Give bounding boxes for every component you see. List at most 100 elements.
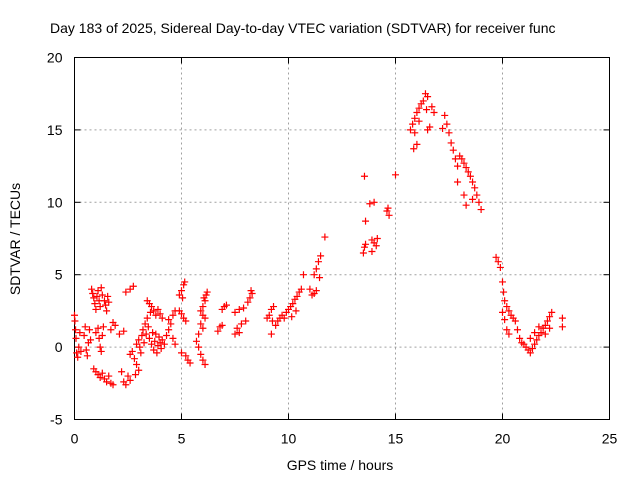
data-point-marker — [411, 129, 419, 137]
data-point-marker — [143, 314, 151, 322]
data-points — [71, 90, 566, 389]
data-point-marker — [366, 200, 374, 208]
data-point-marker — [149, 329, 157, 337]
y-tick-label: 5 — [55, 267, 63, 283]
data-point-marker — [409, 120, 417, 128]
data-point-marker — [153, 349, 161, 357]
data-point-marker — [385, 211, 393, 219]
data-point-marker — [546, 324, 554, 332]
data-point-marker — [533, 336, 541, 344]
data-point-marker — [118, 368, 126, 376]
data-point-marker — [460, 159, 468, 167]
data-point-marker — [288, 313, 296, 321]
data-point-marker — [546, 313, 554, 321]
data-point-marker — [513, 326, 521, 334]
data-point-marker — [178, 310, 185, 318]
data-point-marker — [272, 321, 280, 329]
data-point-marker — [82, 346, 90, 354]
data-point-marker — [410, 145, 418, 153]
data-point-marker — [77, 347, 85, 355]
data-point-marker — [439, 124, 447, 132]
data-point-marker — [145, 334, 153, 342]
data-point-marker — [297, 285, 305, 293]
data-point-marker — [535, 323, 543, 331]
data-point-marker — [97, 284, 105, 292]
data-point-marker — [428, 103, 436, 111]
x-tick-label: 10 — [281, 431, 297, 447]
data-point-marker — [165, 326, 173, 334]
data-point-marker — [90, 294, 98, 302]
data-point-marker — [91, 300, 99, 308]
data-point-marker — [156, 310, 164, 318]
data-point-marker — [201, 360, 209, 368]
data-point-marker — [415, 117, 423, 125]
data-point-marker — [501, 297, 509, 305]
data-point-marker — [464, 168, 472, 176]
data-point-marker — [231, 308, 239, 316]
data-point-marker — [526, 349, 534, 357]
data-point-marker — [492, 253, 500, 261]
data-point-marker — [505, 307, 513, 315]
data-point-marker — [88, 285, 96, 293]
data-point-marker — [135, 366, 143, 374]
data-point-marker — [165, 316, 173, 324]
data-point-marker — [413, 109, 421, 117]
data-point-marker — [163, 332, 171, 340]
data-point-marker — [441, 111, 449, 119]
data-point-marker — [541, 321, 549, 329]
data-point-marker — [105, 298, 113, 306]
x-tick-label: 20 — [495, 431, 511, 447]
data-point-marker — [469, 178, 477, 186]
data-point-marker — [179, 294, 187, 302]
data-point-marker — [451, 155, 459, 163]
data-point-marker — [140, 339, 148, 347]
data-point-marker — [158, 314, 166, 322]
data-point-marker — [133, 360, 141, 368]
data-point-marker — [494, 258, 502, 266]
data-point-marker — [144, 323, 152, 331]
data-point-marker — [197, 307, 205, 315]
data-point-marker — [96, 374, 104, 382]
data-point-marker — [96, 303, 104, 311]
data-point-marker — [543, 317, 551, 325]
data-point-marker — [126, 376, 134, 384]
data-point-marker — [157, 345, 165, 353]
data-point-marker — [419, 97, 427, 105]
data-point-marker — [186, 359, 194, 367]
data-point-marker — [413, 140, 421, 148]
data-point-marker — [312, 287, 320, 295]
data-point-marker — [235, 305, 243, 313]
y-tick-label: 0 — [55, 339, 63, 355]
data-point-marker — [99, 323, 107, 331]
data-point-marker — [240, 304, 248, 312]
data-point-marker — [89, 290, 97, 298]
data-point-marker — [406, 126, 414, 134]
data-point-marker — [83, 352, 91, 360]
data-point-marker — [178, 287, 185, 295]
data-point-marker — [195, 330, 203, 338]
data-point-marker — [424, 93, 432, 101]
y-tick-label: 20 — [47, 50, 63, 66]
data-point-marker — [462, 201, 470, 209]
data-point-marker — [199, 303, 207, 311]
data-point-marker — [424, 126, 432, 134]
y-tick-label: 10 — [47, 194, 63, 210]
data-point-marker — [314, 258, 322, 266]
data-point-marker — [120, 327, 128, 335]
plot-frame — [74, 57, 610, 420]
data-point-marker — [152, 311, 160, 319]
data-point-marker — [237, 320, 245, 328]
data-point-marker — [447, 139, 455, 147]
data-point-marker — [292, 307, 300, 315]
data-point-marker — [178, 349, 185, 357]
data-point-marker — [392, 171, 399, 179]
data-point-marker — [359, 249, 367, 257]
chart-title: Day 183 of 2025, Sidereal Day-to-day VTE… — [50, 20, 556, 36]
data-point-marker — [214, 327, 222, 335]
data-point-marker — [100, 297, 108, 305]
data-point-marker — [499, 278, 506, 286]
data-point-marker — [85, 326, 93, 334]
data-point-marker — [201, 314, 209, 322]
data-point-marker — [71, 317, 79, 325]
data-point-marker — [111, 321, 119, 329]
